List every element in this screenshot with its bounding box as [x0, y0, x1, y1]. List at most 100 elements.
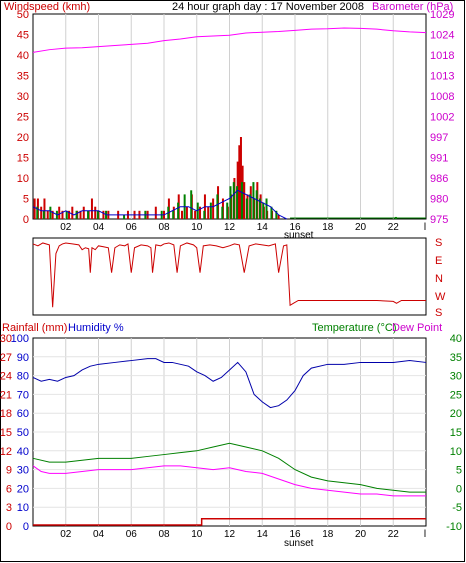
x-tick-label: 22 [388, 529, 400, 540]
humidity-tick-label: 60 [17, 408, 29, 420]
humidity-tick-label: 30 [17, 465, 29, 477]
wind-tick-label: 30 [17, 91, 29, 103]
dewpoint-line [32, 465, 426, 497]
temperature-tick-label: 35 [450, 352, 462, 364]
x-tick-label: 12 [224, 529, 236, 540]
x-tick-label: l [424, 222, 426, 233]
barometer-tick-label: 980 [430, 194, 448, 206]
barometer-tick-label: 991 [430, 153, 448, 165]
barometer-tick-label: 1024 [430, 30, 454, 42]
humidity-tick-label: 20 [17, 483, 29, 495]
temperature-tick-label: 25 [450, 389, 462, 401]
wind-direction-line [32, 242, 426, 308]
wind-tick-label: 45 [17, 30, 29, 42]
humidity-tick-label: 80 [17, 371, 29, 383]
temperature-line [32, 442, 426, 493]
x-tick-label: 18 [322, 529, 334, 540]
barometer-axis-label: Barometer (hPa) [372, 1, 453, 13]
barometer-tick-label: 975 [430, 214, 448, 226]
humidity-tick-label: 0 [23, 521, 29, 533]
rain-tick-label: 0 [6, 521, 12, 533]
temperature-tick-label: -10 [446, 521, 462, 533]
direction-label-s-bottom: S [435, 307, 442, 319]
barometer-tick-label: 1002 [430, 112, 454, 124]
wind-tick-label: 0 [23, 214, 29, 226]
humidity-line [32, 358, 427, 409]
x-tick-label: 22 [388, 222, 400, 233]
humidity-tick-label: 50 [17, 427, 29, 439]
rain-tick-label: 12 [0, 446, 12, 458]
temperature-tick-label: 30 [450, 371, 462, 383]
temperature-tick-label: 20 [450, 408, 462, 420]
x-tick-label: 14 [257, 222, 269, 233]
x-tick-label: 04 [93, 529, 105, 540]
chart-title: 24 hour graph day : 17 November 2008 [172, 1, 364, 13]
x-tick-label: 02 [60, 529, 72, 540]
dewpoint-axis-label: Dew Point [392, 322, 442, 334]
wind-tick-label: 15 [17, 153, 29, 165]
temperature-tick-label: 10 [450, 446, 462, 458]
rain-tick-label: 27 [0, 352, 12, 364]
humidity-tick-label: 90 [17, 352, 29, 364]
barometer-tick-label: 1008 [430, 91, 454, 103]
temperature-axis-label: Temperature (°C) [312, 322, 396, 334]
temperature-tick-label: 5 [456, 465, 462, 477]
wind-tick-label: 35 [17, 71, 29, 83]
rain-tick-label: 18 [0, 408, 12, 420]
x-tick-label: 18 [322, 222, 334, 233]
rain-tick-label: 30 [0, 333, 12, 345]
rain-tick-label: 24 [0, 371, 12, 383]
wind-tick-label: 40 [17, 50, 29, 62]
direction-label-n: N [435, 273, 443, 285]
barometer-tick-label: 1018 [430, 50, 454, 62]
barometer-tick-label: 1013 [430, 71, 454, 83]
x-tick-label: 14 [257, 529, 269, 540]
direction-plot-area [32, 237, 427, 316]
temperature-tick-label: 0 [456, 483, 462, 495]
wind-tick-label: 10 [17, 173, 29, 185]
humidity-tick-label: 10 [17, 502, 29, 514]
direction-label-e: E [435, 255, 442, 267]
barometer-tick-label: 986 [430, 173, 448, 185]
wind-average-line [32, 189, 288, 220]
rainfall-line [33, 517, 426, 526]
x-tick-label: 10 [191, 222, 203, 233]
barometer-tick-label: 1029 [430, 9, 454, 21]
x-tick-label: 20 [355, 222, 367, 233]
x-tick-label: 06 [126, 529, 138, 540]
barometer-tick-label: 997 [430, 132, 448, 144]
x-tick-label: 08 [158, 529, 170, 540]
sunset-label-top: sunset [284, 230, 314, 241]
x-tick-label: 16 [289, 222, 301, 233]
humidity-tick-label: 70 [17, 389, 29, 401]
wind-tick-label: 50 [17, 9, 29, 21]
rain-tick-label: 21 [0, 389, 12, 401]
direction-label-w: W [435, 291, 446, 303]
direction-label-s-top: S [435, 237, 442, 249]
x-tick-label: l [424, 529, 426, 540]
humidity-tick-label: 40 [17, 446, 29, 458]
x-tick-label: 10 [191, 529, 203, 540]
rain-tick-label: 9 [6, 465, 12, 477]
sunset-label-bottom: sunset [284, 538, 314, 549]
rain-tick-label: 15 [0, 427, 12, 439]
x-tick-label: 16 [289, 529, 301, 540]
humidity-tick-label: 100 [11, 333, 29, 345]
x-tick-label: 04 [93, 222, 105, 233]
windspeed-axis-label: Windspeed (kmh) [4, 1, 90, 13]
humidity-axis-label: Humidity % [68, 322, 124, 334]
barometer-line [32, 27, 427, 53]
x-tick-label: 06 [126, 222, 138, 233]
temperature-tick-label: 40 [450, 333, 462, 345]
x-tick-label: 08 [158, 222, 170, 233]
temperature-tick-label: 15 [450, 427, 462, 439]
rain-tick-label: 6 [6, 483, 12, 495]
wind-tick-label: 5 [23, 194, 29, 206]
rain-tick-label: 3 [6, 502, 12, 514]
temperature-tick-label: -5 [452, 502, 462, 514]
wind-tick-label: 25 [17, 112, 29, 124]
rainfall-axis-label: Rainfall (mm) [2, 322, 67, 334]
wind-tick-label: 20 [17, 132, 29, 144]
x-tick-label: 12 [224, 222, 236, 233]
